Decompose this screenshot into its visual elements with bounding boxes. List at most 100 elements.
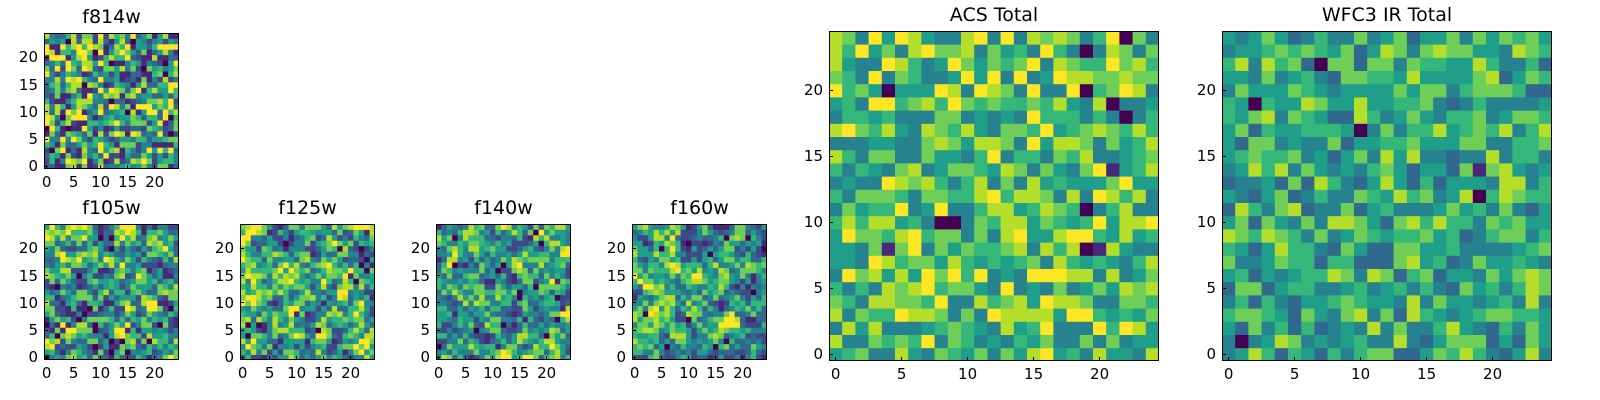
heatmap-cell bbox=[1235, 334, 1249, 349]
heatmap-cell bbox=[49, 245, 56, 252]
heatmap-cell bbox=[60, 267, 66, 274]
heatmap-cell bbox=[974, 97, 988, 111]
heatmap-cell bbox=[44, 256, 50, 263]
heatmap-cell bbox=[168, 234, 174, 241]
heatmap-cell bbox=[310, 300, 316, 306]
heatmap-cell bbox=[245, 234, 252, 241]
heatmap-cell bbox=[87, 267, 93, 274]
heatmap-cell bbox=[745, 267, 752, 274]
heatmap-cell bbox=[1040, 308, 1054, 322]
heatmap-cell bbox=[855, 295, 869, 309]
heatmap-cell bbox=[1446, 57, 1460, 71]
heatmap-cell bbox=[103, 141, 110, 148]
heatmap-cell bbox=[441, 256, 448, 263]
heatmap-cell bbox=[125, 300, 131, 306]
heatmap-cell bbox=[173, 229, 179, 236]
heatmap-cell bbox=[479, 349, 485, 355]
heatmap-cell bbox=[436, 311, 442, 317]
heatmap-cell bbox=[1013, 229, 1028, 243]
heatmap-cell bbox=[81, 289, 88, 296]
heatmap-cell bbox=[173, 109, 179, 115]
heatmap-cell bbox=[680, 321, 687, 328]
heatmap-cell bbox=[1079, 268, 1094, 283]
heatmap-cell bbox=[702, 245, 708, 252]
heatmap-cell bbox=[92, 136, 99, 143]
heatmap-cell bbox=[702, 234, 708, 241]
heatmap-cell bbox=[272, 300, 279, 306]
heatmap-cell bbox=[277, 311, 284, 317]
heatmap-cell bbox=[103, 224, 110, 230]
heatmap-cell bbox=[1446, 215, 1460, 230]
heatmap-cell bbox=[664, 234, 671, 241]
heatmap-cell bbox=[974, 83, 988, 98]
heatmap-cell bbox=[1499, 308, 1513, 322]
heatmap-cell bbox=[92, 152, 99, 159]
heatmap-cell bbox=[114, 81, 120, 88]
heatmap-cell bbox=[908, 136, 922, 151]
heatmap-cell bbox=[310, 240, 316, 247]
heatmap-cell bbox=[125, 152, 131, 159]
heatmap-cell bbox=[723, 283, 730, 290]
heatmap-cell bbox=[637, 256, 644, 263]
heatmap-cell bbox=[119, 120, 126, 126]
heatmap-cell bbox=[364, 338, 370, 345]
heatmap-cell bbox=[675, 272, 681, 279]
heatmap-cell bbox=[745, 349, 752, 355]
heatmap-cell bbox=[98, 158, 104, 164]
heatmap-cell bbox=[364, 321, 370, 328]
heatmap-cell bbox=[1274, 136, 1289, 151]
heatmap-cell bbox=[92, 120, 99, 126]
heatmap-cell bbox=[245, 343, 252, 350]
heatmap-cell bbox=[71, 49, 77, 56]
heatmap-cell bbox=[321, 294, 327, 301]
heatmap-cell bbox=[358, 262, 365, 268]
heatmap-cell bbox=[168, 114, 174, 121]
heatmap-cell bbox=[1486, 83, 1500, 98]
heatmap-cell bbox=[364, 224, 370, 230]
heatmap-cell bbox=[321, 272, 327, 279]
heatmap-cell bbox=[157, 38, 164, 45]
heatmap-cell bbox=[49, 338, 56, 345]
heatmap-cell bbox=[452, 256, 458, 263]
heatmap-cell bbox=[452, 343, 458, 350]
heatmap-cell bbox=[1314, 110, 1328, 124]
heatmap-cell bbox=[103, 262, 110, 268]
heatmap-cell bbox=[250, 289, 257, 296]
heatmap-cell bbox=[1106, 110, 1120, 124]
heatmap-cell bbox=[272, 283, 279, 290]
heatmap-cell bbox=[1472, 110, 1487, 124]
heatmap-cell bbox=[642, 240, 649, 247]
heatmap-cell bbox=[538, 338, 545, 345]
heatmap-cell bbox=[1301, 281, 1315, 296]
heatmap-cell bbox=[642, 300, 649, 306]
heatmap-cell bbox=[642, 283, 649, 290]
heatmap-cell bbox=[675, 278, 681, 285]
heatmap-cell bbox=[44, 251, 50, 258]
heatmap-cell bbox=[1066, 202, 1081, 217]
heatmap-cell bbox=[54, 114, 61, 121]
x-tick-mark bbox=[1492, 357, 1494, 361]
heatmap-cell bbox=[680, 327, 687, 334]
heatmap-cell bbox=[702, 224, 708, 230]
heatmap-cell bbox=[272, 343, 279, 350]
heatmap-cell bbox=[1079, 321, 1094, 335]
heatmap-cell bbox=[92, 109, 99, 115]
heatmap-cell bbox=[718, 229, 725, 236]
heatmap-cell bbox=[283, 224, 289, 230]
heatmap-cell bbox=[718, 338, 725, 345]
heatmap-cell bbox=[648, 245, 654, 252]
heatmap-cell bbox=[141, 229, 147, 236]
heatmap-cell bbox=[1106, 308, 1120, 322]
heatmap-cell bbox=[1525, 229, 1540, 243]
heatmap-cell bbox=[457, 272, 464, 279]
heatmap-cell bbox=[54, 33, 61, 39]
heatmap-cell bbox=[554, 332, 561, 339]
heatmap-cell bbox=[130, 289, 137, 296]
heatmap-cell bbox=[637, 245, 644, 252]
x-tick-mark bbox=[1360, 357, 1362, 361]
heatmap-cell bbox=[108, 240, 115, 247]
heatmap-cell bbox=[1235, 176, 1249, 190]
heatmap-cell bbox=[761, 321, 767, 328]
heatmap-cell bbox=[54, 158, 61, 164]
heatmap-cell bbox=[1367, 334, 1381, 349]
